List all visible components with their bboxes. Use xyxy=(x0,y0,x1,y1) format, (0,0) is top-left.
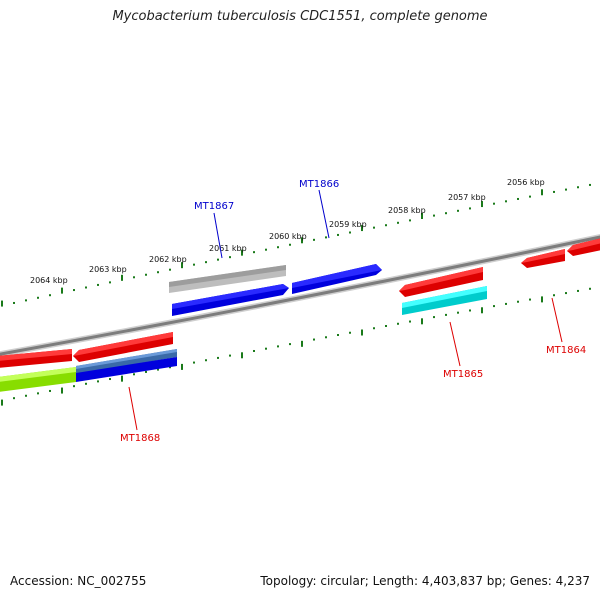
gene-feature-lime[interactable] xyxy=(0,367,76,392)
label-leader-mt1865 xyxy=(449,321,461,367)
ruler-label: 2056 kbp xyxy=(507,178,545,187)
gene-feature-mt1867[interactable] xyxy=(172,284,289,316)
ruler-label: 2063 kbp xyxy=(89,265,127,274)
gene-label-mt1866[interactable]: MT1866 xyxy=(299,179,339,190)
ruler-label: 2064 kbp xyxy=(30,276,68,285)
gene-feature-red-right-a[interactable] xyxy=(521,249,565,268)
inner-tick-ruler xyxy=(1,287,591,406)
gene-feature-mt1865[interactable] xyxy=(399,267,483,297)
genome-backbone-core xyxy=(0,235,600,356)
genome-summary-text: Topology: circular; Length: 4,403,837 bp… xyxy=(260,574,590,588)
gene-feature-red-right-b[interactable] xyxy=(567,238,600,256)
gene-label-mt1865[interactable]: MT1865 xyxy=(443,369,483,380)
label-leader-mt1866 xyxy=(318,189,330,239)
gene-feature-grey[interactable] xyxy=(169,265,286,293)
label-leader-mt1867 xyxy=(213,212,223,259)
gene-feature-cyan[interactable] xyxy=(402,286,487,315)
gene-feature-red-left[interactable] xyxy=(0,349,72,368)
gene-feature-mt1866[interactable] xyxy=(292,264,382,294)
label-leader-mt1864 xyxy=(551,297,563,343)
gene-label-mt1867[interactable]: MT1867 xyxy=(194,201,234,212)
gene-label-mt1864[interactable]: MT1864 xyxy=(546,345,586,356)
ruler-label: 2059 kbp xyxy=(329,220,367,229)
gene-feature-steel[interactable] xyxy=(76,349,177,374)
label-leader-mt1868 xyxy=(128,386,138,431)
gene-label-mt1868[interactable]: MT1868 xyxy=(120,433,160,444)
gene-feature-mt1868[interactable] xyxy=(73,332,173,362)
accession-text: Accession: NC_002755 xyxy=(10,574,147,588)
ruler-label: 2062 kbp xyxy=(149,255,187,264)
ruler-label: 2058 kbp xyxy=(388,206,426,215)
outer-tick-ruler xyxy=(1,183,591,307)
map-title: Mycobacterium tuberculosis CDC1551, comp… xyxy=(112,9,488,24)
gene-feature-blue-inner[interactable] xyxy=(76,357,177,382)
ruler-label: 2060 kbp xyxy=(269,232,307,241)
ruler-label: 2061 kbp xyxy=(209,244,247,253)
ruler-label: 2057 kbp xyxy=(448,193,486,202)
